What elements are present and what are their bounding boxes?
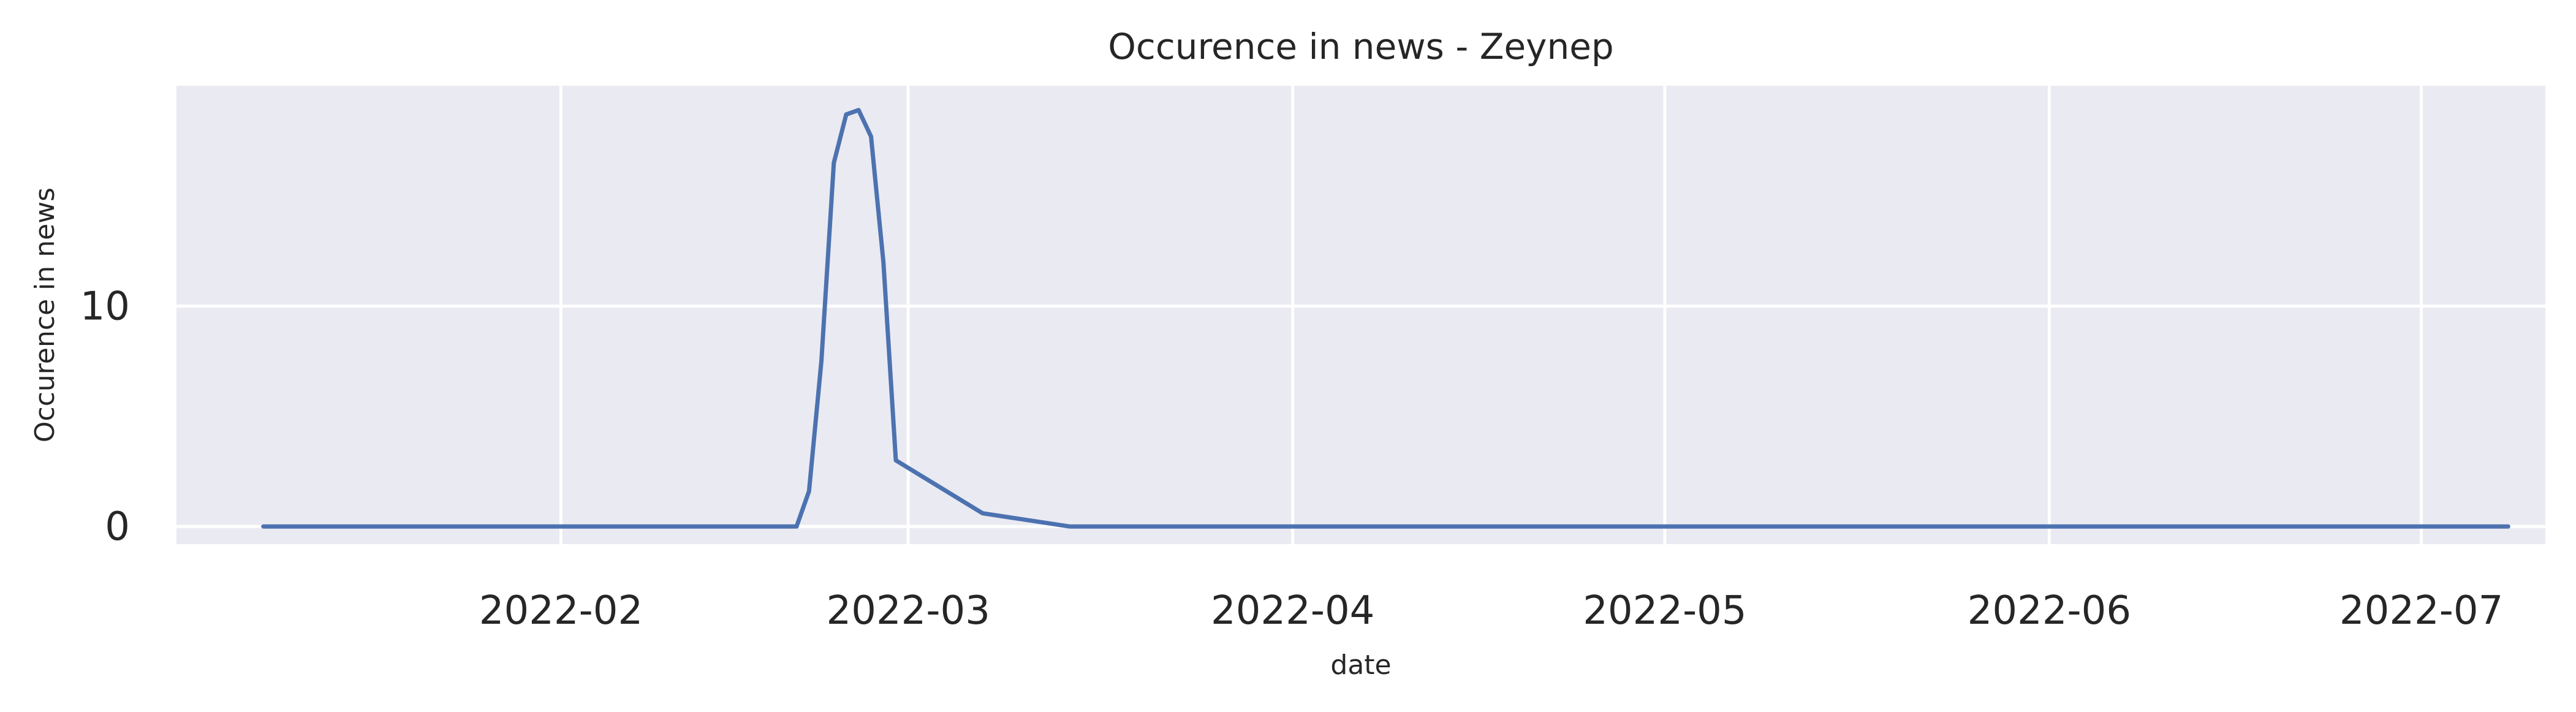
chart-title: Occurence in news - Zeynep [1108,26,1613,67]
y-axis-label: Occurence in news [29,187,61,442]
x-tick-label: 2022-03 [827,588,990,634]
x-tick-label: 2022-05 [1583,588,1746,634]
x-tick-label: 2022-07 [2339,588,2503,634]
x-tick-label: 2022-04 [1211,588,1374,634]
x-tick-label: 2022-06 [1968,588,2131,634]
plot-background [176,86,2545,544]
y-tick-label: 0 [105,504,130,550]
y-tick-label: 10 [80,284,130,330]
x-tick-label: 2022-02 [479,588,643,634]
x-axis-label: date [1330,650,1391,681]
